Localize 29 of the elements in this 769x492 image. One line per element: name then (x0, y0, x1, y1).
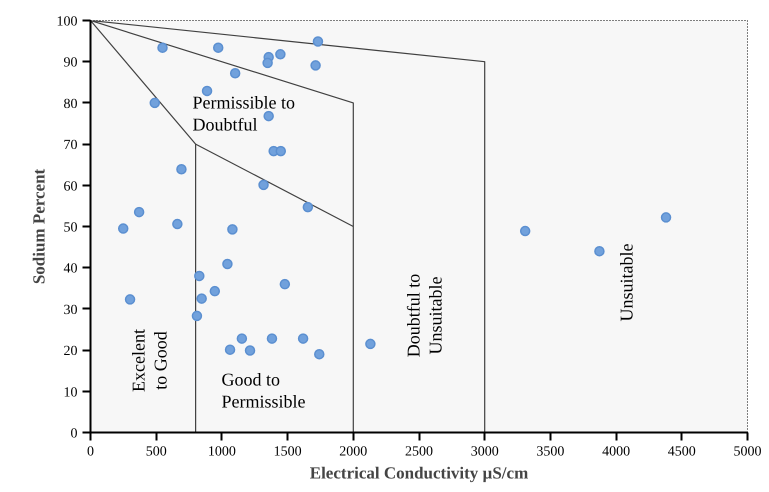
x-tick-label: 3000 (470, 444, 499, 460)
y-tick-label: 30 (64, 302, 78, 318)
x-tick-label: 2500 (405, 444, 433, 460)
y-tick-label: 60 (64, 179, 78, 194)
x-tick-label: 1000 (208, 444, 236, 460)
x-tick-label: 4000 (602, 444, 630, 460)
x-tick-label: 5000 (734, 444, 762, 460)
y-tick-label: 50 (64, 220, 78, 236)
x-tick-label: 4500 (668, 444, 696, 460)
y-tick-label: 70 (64, 138, 78, 154)
annotation: Excelent to Good (128, 329, 170, 392)
y-tick-label: 90 (64, 56, 78, 71)
y-tick-label: 10 (64, 385, 78, 400)
y-tick-label: 80 (64, 96, 78, 112)
x-tick-label: 3500 (536, 444, 564, 460)
x-tick-label: 500 (146, 444, 167, 460)
x-tick-label: 0 (87, 444, 94, 460)
y-tick-label: 0 (70, 426, 78, 442)
annotation: Unsuitable (616, 243, 636, 322)
annotation: Good to Permissible (222, 370, 306, 412)
annotation: Doubtful to Unsuitable (404, 274, 446, 358)
x-tick-label: 1500 (274, 444, 302, 460)
x-axis-title: Electrical Conductivity µS/cm (310, 464, 528, 482)
y-axis-title: Sodium Percent (30, 168, 48, 284)
x-tick-label: 2000 (339, 444, 368, 460)
y-tick-label: 100 (56, 14, 78, 30)
y-tick-label: 20 (64, 344, 78, 360)
annotation: Permissible to Doubtful (192, 92, 295, 134)
y-tick-label: 40 (64, 262, 78, 277)
